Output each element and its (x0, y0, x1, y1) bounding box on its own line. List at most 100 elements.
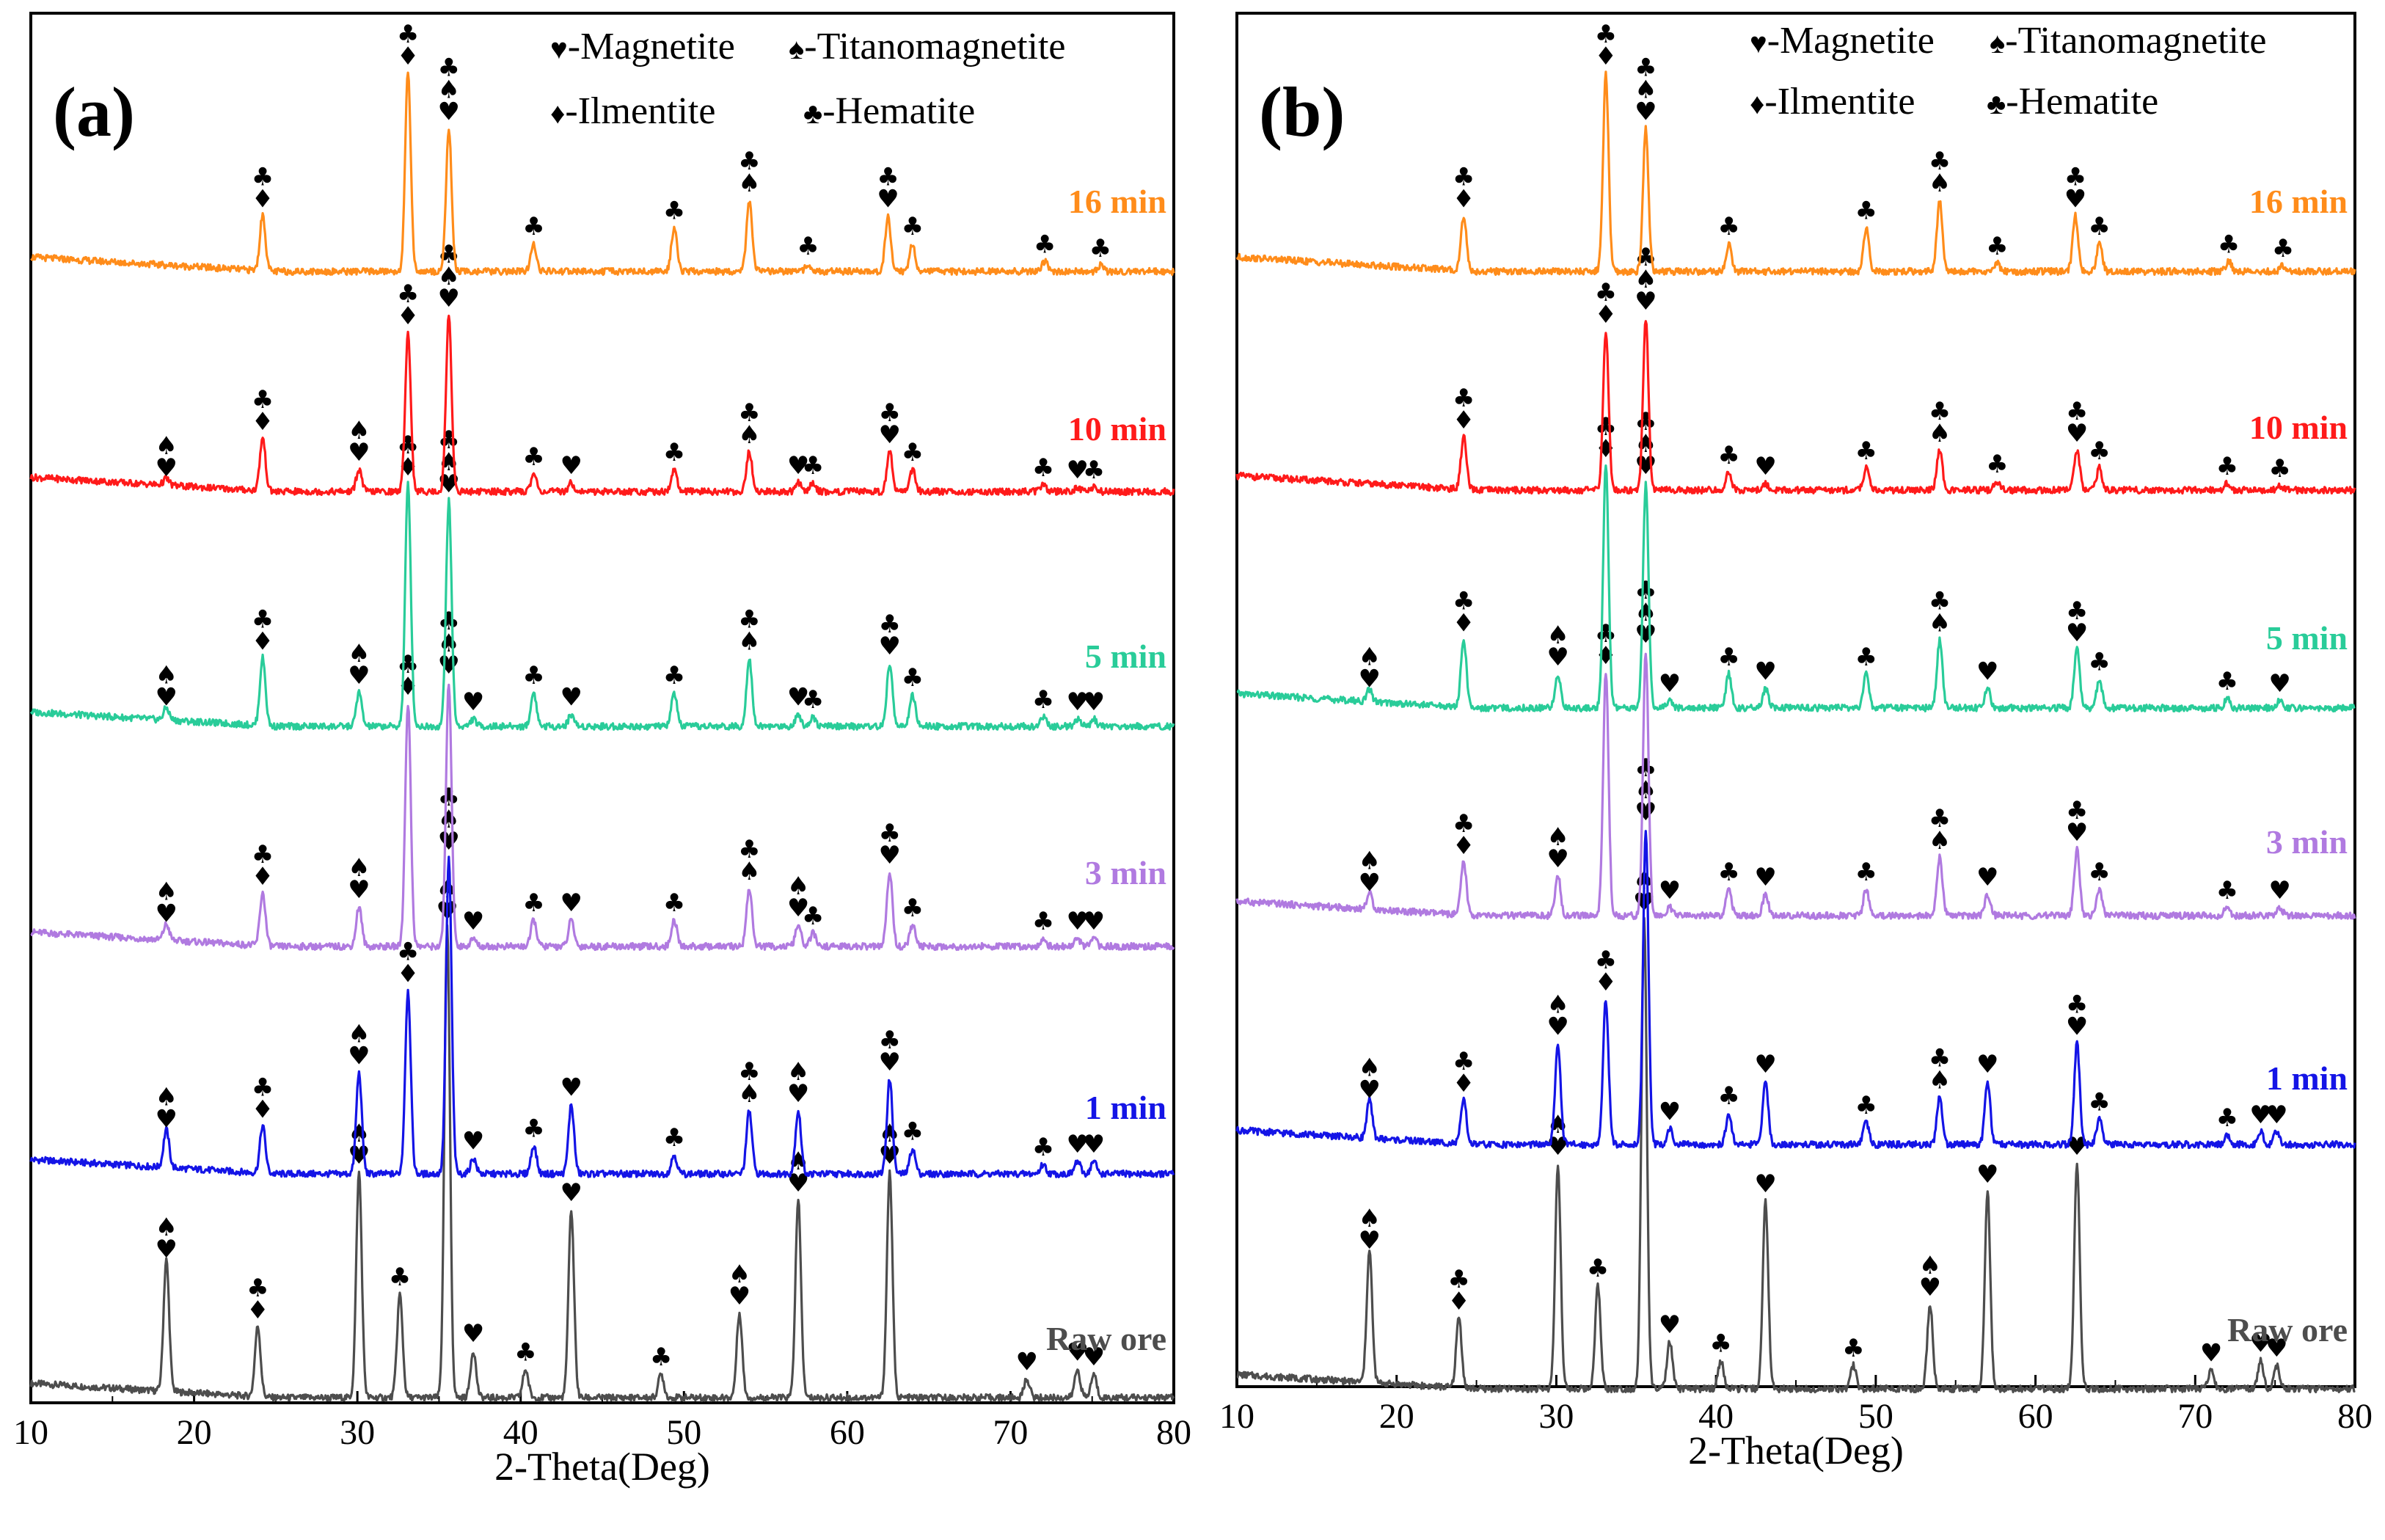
peak-marker-glyphs: ♣ (522, 212, 544, 241)
peak-marker: ♣ (1717, 858, 1739, 887)
xrd-curve (1235, 320, 2356, 495)
xrd-curve (1235, 70, 2356, 277)
peak-marker: ♠ ♥ (155, 1082, 177, 1134)
x-tick-label: 30 (340, 1413, 375, 1452)
peak-marker-glyphs: ♥ (1659, 669, 1681, 698)
peak-marker: ♠ ♥ (1358, 846, 1380, 897)
peak-marker: ♠ ♥ (1546, 990, 1568, 1041)
peak-marker: ♣ ♥ (2064, 162, 2086, 214)
peak-marker-glyphs: ♣ ♦ (1453, 162, 1475, 214)
peak-marker-glyphs: ♣ ♠ (1929, 587, 1951, 638)
peak-marker-glyphs: ♣ (902, 212, 924, 241)
peak-marker-glyphs: ♠ ♥ (1546, 621, 1568, 672)
peak-marker-glyphs: ♥ (462, 1319, 484, 1349)
peak-marker-glyphs: ♥ (2249, 1329, 2271, 1359)
legend-label: -Hematite (2006, 81, 2158, 123)
peak-marker: ♣ ♦ (1595, 20, 1617, 71)
peak-marker-glyphs: ♣ (1717, 1081, 1739, 1111)
peak-marker: ♥ (1976, 1160, 1998, 1189)
x-tick-label: 50 (1858, 1397, 1893, 1436)
peak-marker: ♥ (1066, 456, 1088, 485)
peak-marker: ♣ (802, 685, 824, 715)
peak-marker: ♣ (2272, 234, 2294, 263)
peak-marker: ♥ (1083, 1343, 1105, 1372)
peak-marker: ♥ (462, 1127, 484, 1156)
peak-marker-glyphs: ♣ ♠ ♥ (1635, 54, 1657, 127)
peak-marker: ♥ (1083, 687, 1105, 717)
peak-marker-glyphs: ♥ (1659, 876, 1681, 905)
peak-marker: ♥ (1976, 657, 1998, 687)
peak-marker: ♥ (560, 888, 582, 918)
peak-marker-glyphs: ♣ ♠ ♥ (438, 783, 460, 856)
peak-marker-glyphs: ♥ (462, 907, 484, 936)
legend-label: -Titanomagnetite (2005, 20, 2266, 62)
peak-marker: ♣ ♠ (1929, 587, 1951, 638)
peak-marker: ♣ ♠ (738, 605, 760, 657)
peak-marker: ♣ ♦ (252, 840, 274, 891)
peak-marker-glyphs: ♠ ♥ (1546, 1110, 1568, 1161)
peak-marker: ♣ (1855, 437, 1877, 466)
peak-marker: ♠ ♥ (348, 853, 370, 905)
peak-marker: ♣ ♦ (1595, 278, 1617, 329)
peak-marker: ♣ ♦ (1453, 809, 1475, 861)
peak-marker-glyphs: ♥ (560, 1178, 582, 1208)
peak-marker-glyphs: ♣ ♠ (1929, 147, 1951, 198)
peak-marker: ♥ (1083, 907, 1105, 936)
peak-marker-glyphs: ♥ (1754, 657, 1776, 687)
xrd-curve (29, 481, 1175, 731)
peak-marker-glyphs: ♣ ♦ (1453, 1047, 1475, 1098)
peak-marker-glyphs: ♠ ♥ (1919, 1251, 1941, 1302)
peak-marker-glyphs: ♣ (2088, 212, 2110, 241)
peak-marker-glyphs: ♣ (522, 442, 544, 472)
peak-marker-glyphs: ♣ ♦ (252, 840, 274, 891)
peak-marker-glyphs: ♣ (389, 1263, 411, 1292)
peak-marker: ♣ ♥ (877, 162, 899, 214)
legend-symbol: ♦ (550, 97, 565, 130)
peak-marker-glyphs: ♣ (1089, 234, 1111, 263)
legend-entry: ♣-Hematite (803, 90, 975, 132)
peak-marker: ♠ ♥ (348, 1019, 370, 1070)
peak-marker: ♠ ♥ (1358, 643, 1380, 694)
legend-entry: ♥-Magnetite (1750, 20, 1935, 62)
legend-symbol: ♥ (1750, 26, 1767, 59)
peak-marker: ♣ ♦ (252, 1073, 274, 1125)
peak-marker-glyphs: ♣ ♥ (2066, 990, 2088, 1041)
peak-marker: ♣ (1587, 1254, 1609, 1283)
peak-marker: ♥ (2265, 1334, 2287, 1363)
peak-marker-glyphs: ♥ (1754, 1169, 1776, 1199)
peak-marker-glyphs: ♠ ♥ (1358, 643, 1380, 694)
peak-marker-glyphs: ♣ (1842, 1334, 1864, 1363)
peak-marker: ♥ (462, 687, 484, 717)
peak-marker: ♠ ♥ (728, 1260, 750, 1311)
peak-marker: ♣ (1034, 230, 1056, 260)
peak-marker: ♣ ♦ (252, 162, 274, 214)
x-axis-title: 2-Theta(Deg) (1688, 1428, 1904, 1473)
peak-marker: ♣ (902, 212, 924, 241)
peak-marker: ♣ ♦ (252, 605, 274, 657)
peak-marker: ♣ ♥ (878, 1026, 900, 1077)
peak-marker-glyphs: ♠ ♥ (348, 1019, 370, 1070)
peak-marker: ♣ (1717, 643, 1739, 672)
peak-marker: ♣ (663, 888, 685, 918)
peak-marker: ♣ ♥ (2066, 596, 2088, 648)
peak-marker-glyphs: ♣ (802, 685, 824, 715)
peak-marker-glyphs: ♥ (1976, 1160, 1998, 1189)
peak-marker-glyphs: ♥ (1015, 1347, 1037, 1376)
x-tick-label: 10 (1219, 1397, 1254, 1436)
peak-marker: ♥ (1083, 1130, 1105, 1159)
peak-marker: ♣ ♥ (878, 819, 900, 870)
peak-marker-glyphs: ♣ ♠ ♥ (1635, 576, 1657, 649)
peak-marker: ♣ (902, 894, 924, 923)
xrd-curve (1236, 464, 2356, 713)
peak-marker-glyphs: ♥ (2200, 1338, 2222, 1368)
peak-marker-glyphs: ♣ ♥ (2066, 596, 2088, 648)
peak-marker-glyphs: ♠ ♥ (155, 1213, 177, 1264)
peak-marker-glyphs: ♣ (663, 888, 685, 918)
peak-marker: ♥ (2268, 876, 2290, 905)
peak-marker-glyphs: ♣ ♠ ♥ (1635, 407, 1657, 481)
peak-marker: ♠ ♥ (348, 1119, 370, 1170)
peak-marker: ♣ (1855, 858, 1877, 887)
peak-marker-glyphs: ♣ ♦ (246, 1274, 269, 1325)
peak-marker: ♠ ♥ (787, 1057, 809, 1109)
legend-label: -Magnetite (568, 26, 735, 67)
